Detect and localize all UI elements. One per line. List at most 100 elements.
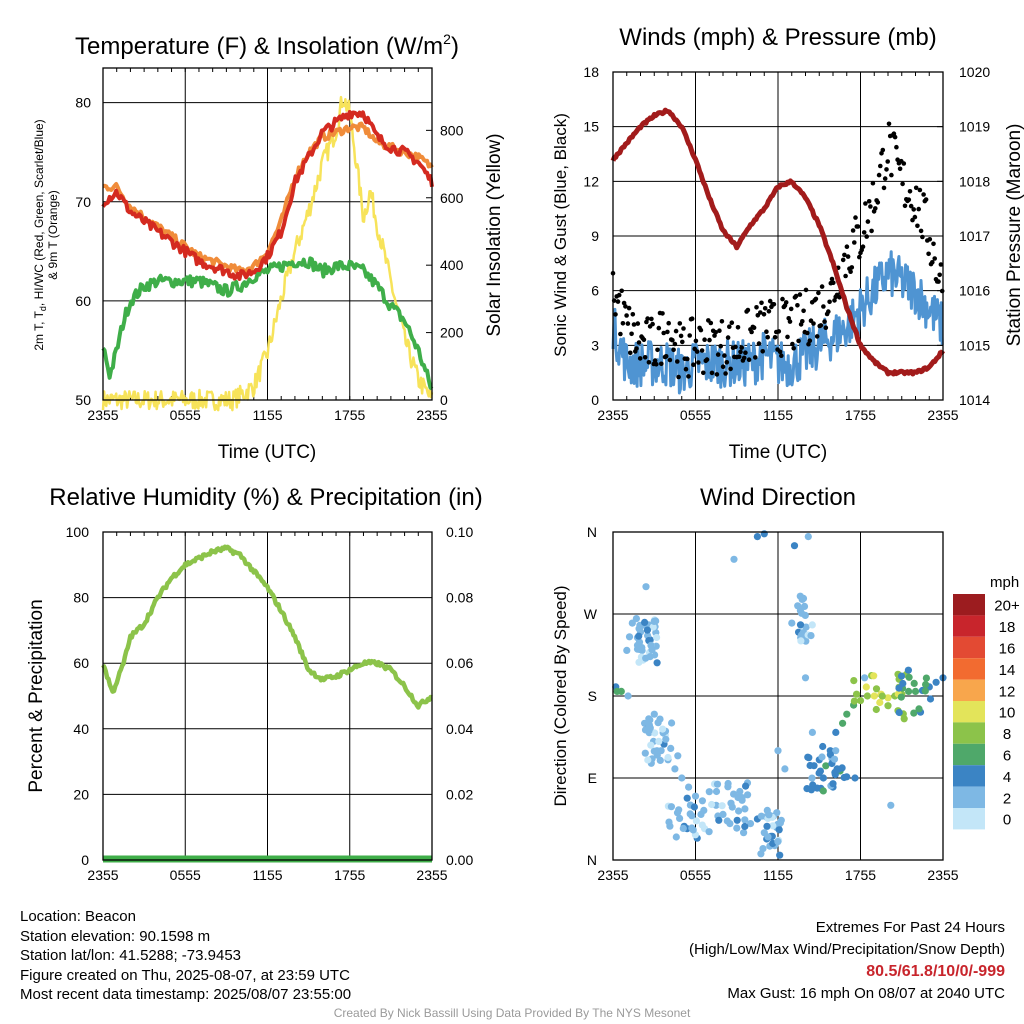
gust-point (656, 325, 662, 331)
gust-point (722, 353, 727, 358)
legend-label: 10 (999, 705, 1016, 722)
gust-point (793, 293, 799, 299)
direction-point (685, 783, 693, 791)
gust-point (671, 347, 676, 353)
direction-point (807, 786, 816, 794)
x-tick-label: 2355 (416, 407, 447, 423)
dir-chart-title: Wind Direction (700, 484, 856, 511)
gust-point (745, 307, 751, 313)
direction-point (642, 583, 650, 591)
direction-point (805, 754, 813, 762)
gust-point (630, 312, 636, 317)
y2-tick-label: 0.02 (446, 786, 473, 802)
direction-point (915, 705, 923, 713)
direction-point (662, 735, 670, 743)
gust-point (673, 328, 679, 334)
gust-point (735, 325, 741, 330)
gust-point (663, 354, 669, 359)
direction-point (650, 710, 658, 718)
gust-point (814, 334, 820, 339)
legend-swatch (953, 636, 985, 659)
y-tick-label: N (587, 852, 597, 868)
direction-point (807, 632, 815, 640)
gust-point (791, 346, 796, 351)
y2-tick-label: 1017 (959, 228, 990, 244)
temp-plot-area: 2355 0555 1155 1755 235550607080020040060080… (75, 67, 464, 423)
gust-point (634, 346, 639, 351)
info-location: Location: Beacon (20, 908, 136, 925)
gust-point (937, 272, 942, 278)
direction-point (652, 617, 660, 625)
gust-point (751, 325, 757, 331)
gust-point (676, 374, 681, 380)
y-tick-label: W (584, 606, 598, 622)
gust-point (699, 348, 705, 353)
x-tick-label: 2355 (416, 867, 447, 883)
plot-border (102, 67, 433, 401)
direction-point (653, 659, 661, 667)
direction-point (643, 626, 652, 634)
y-tick-label: 70 (75, 194, 91, 210)
gust-point (892, 134, 898, 140)
gust-point (840, 257, 846, 263)
legend-label: 6 (1003, 748, 1011, 765)
direction-point (897, 672, 906, 680)
gust-point (666, 320, 671, 326)
direction-point (776, 851, 784, 859)
direction-point (632, 615, 641, 623)
temp-y-axis-label: 2m T, Td, HI/WC (Red, Green, Scarlet/Blu… (32, 119, 48, 350)
gust-point (938, 262, 944, 267)
gust-point (739, 345, 744, 350)
gust-point (760, 349, 765, 354)
humidity-panel: Relative Humidity (%) & Precipitation (i… (26, 484, 483, 883)
legend-swatch (953, 701, 985, 723)
gust-point (727, 324, 732, 330)
direction-point (740, 829, 748, 837)
gust-point (646, 360, 652, 365)
gust-point (708, 320, 714, 326)
gust-point (842, 252, 847, 258)
gust-point (915, 223, 920, 229)
direction-point (850, 677, 858, 685)
y-tick-label: 6 (591, 283, 599, 299)
direction-point (932, 678, 940, 686)
direction-point (733, 824, 741, 832)
gust-point (788, 306, 794, 312)
gust-point (733, 344, 738, 350)
y2-tick-label: 1020 (959, 64, 990, 80)
direction-point (646, 653, 654, 661)
gust-point (811, 321, 816, 326)
direction-point (884, 702, 892, 710)
gust-point (787, 319, 793, 324)
gust-point (822, 319, 827, 324)
direction-point (801, 674, 810, 682)
gust-point (878, 163, 883, 169)
direction-point (651, 729, 659, 737)
gust-point (826, 309, 831, 314)
gust-point (652, 358, 658, 363)
gust-point (624, 313, 629, 318)
direction-point (781, 765, 789, 773)
direction-point (753, 533, 762, 541)
gust-point (832, 298, 837, 303)
gust-point (741, 355, 747, 361)
direction-point (910, 709, 918, 717)
gust-point (902, 203, 908, 209)
gust-point (857, 254, 862, 260)
plot-border (612, 531, 944, 861)
gust-point (845, 254, 851, 259)
direction-point (674, 752, 682, 760)
direction-point (744, 791, 752, 799)
x-tick-label: 0555 (170, 407, 201, 423)
gust-point (649, 316, 654, 322)
y2-tick-label: 0.00 (446, 852, 473, 868)
direction-point (646, 724, 654, 732)
direction-point (911, 687, 920, 696)
y-tick-label: 80 (73, 590, 89, 606)
gust-point (818, 323, 824, 328)
gust-point (654, 362, 659, 367)
gust-point (616, 292, 622, 298)
gust-point (681, 326, 686, 331)
gust-point (642, 355, 648, 360)
gust-point (926, 251, 931, 257)
